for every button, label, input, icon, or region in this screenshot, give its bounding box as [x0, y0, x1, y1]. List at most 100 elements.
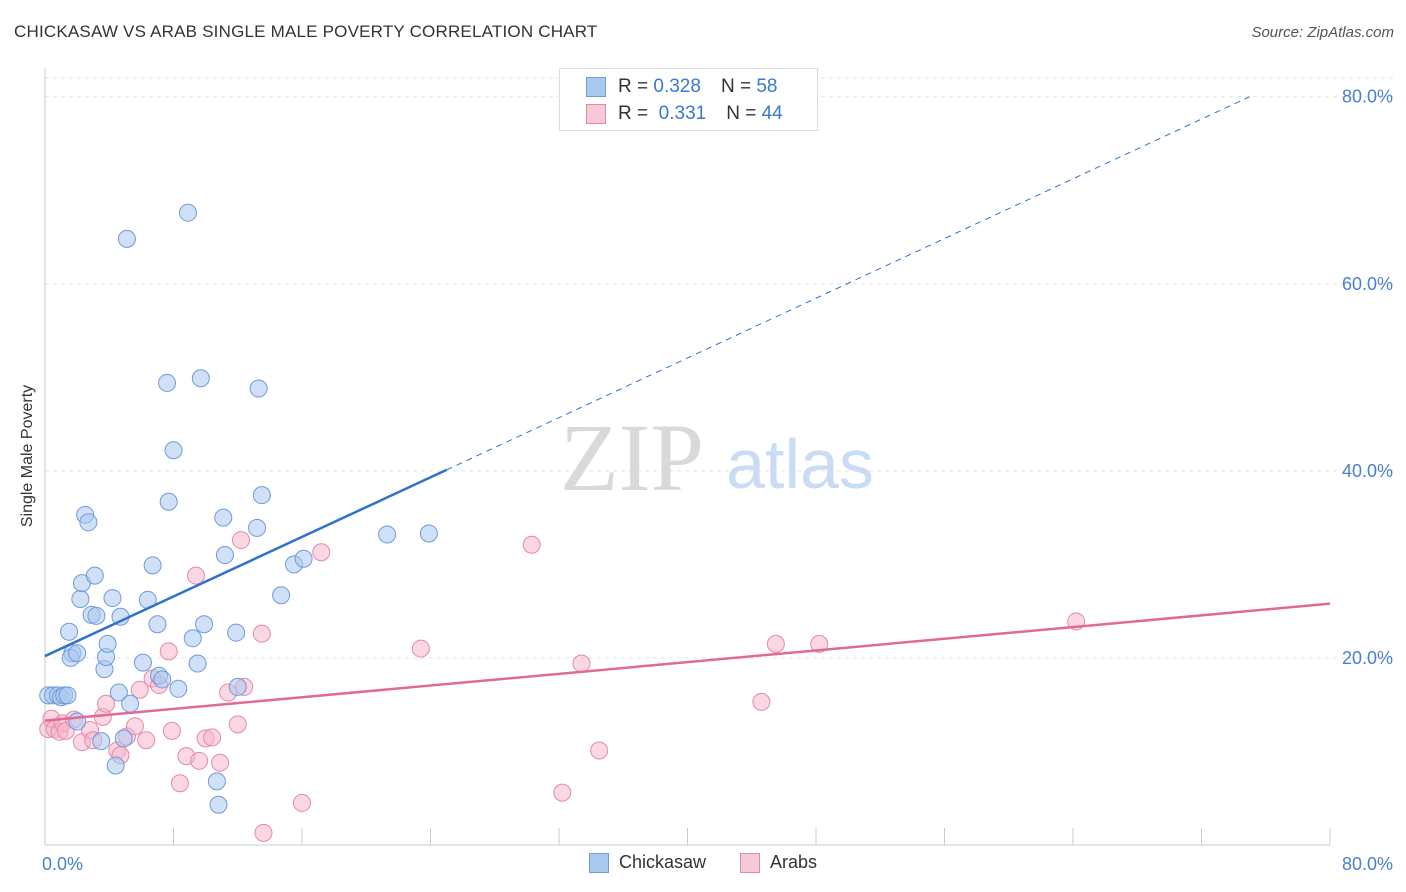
legend-item-arabs: Arabs [740, 852, 817, 873]
source-label: Source: ZipAtlas.com [1251, 24, 1394, 41]
data-point-chickasaw [85, 566, 104, 585]
data-point-arabs [810, 634, 829, 653]
data-point-arabs [766, 634, 785, 653]
data-point-chickasaw [148, 615, 167, 634]
chickasaw-swatch [588, 852, 609, 873]
data-point-chickasaw [209, 795, 228, 814]
r-label: R = [618, 76, 649, 97]
data-point-chickasaw [117, 229, 136, 248]
trend-line-chickasaw [44, 468, 448, 658]
data-point-arabs [572, 654, 591, 673]
axes [44, 68, 1331, 846]
legend-item-chickasaw: Chickasaw [588, 852, 706, 873]
data-point-chickasaw [68, 712, 87, 731]
r-value: 0.328 [653, 76, 701, 97]
data-point-chickasaw [294, 549, 313, 568]
data-point-chickasaw [183, 629, 202, 648]
data-point-chickasaw [419, 524, 438, 543]
arabs-swatch [740, 852, 760, 873]
data-point-arabs [752, 692, 771, 711]
data-point-chickasaw [248, 518, 267, 537]
series-legend: Chickasaw Arabs [0, 852, 1406, 873]
data-point-chickasaw [87, 606, 106, 625]
data-point-arabs [312, 543, 331, 562]
data-point-arabs [293, 793, 311, 812]
x-tick-label-min: 0.0% [42, 854, 83, 874]
y-tick-label: 20.0% [1342, 648, 1393, 668]
watermark-atlas: atlas [726, 425, 874, 503]
data-point-chickasaw [169, 679, 188, 698]
data-point-arabs [137, 731, 156, 750]
arabs-swatch [586, 104, 606, 124]
data-point-chickasaw [98, 634, 117, 653]
tick-labels: 20.0% 40.0% 60.0% 80.0% 0.0% 80.0% [42, 87, 1393, 874]
chickasaw-swatch [586, 77, 606, 97]
data-point-arabs [203, 728, 222, 747]
legend-label-chickasaw: Chickasaw [618, 852, 706, 872]
data-point-chickasaw [272, 586, 291, 605]
data-point-chickasaw [215, 546, 234, 565]
data-point-chickasaw [178, 203, 197, 222]
data-point-arabs [211, 753, 230, 772]
data-point-arabs [97, 694, 116, 713]
data-point-chickasaw [164, 441, 183, 460]
data-point-chickasaw [195, 615, 214, 634]
data-point-arabs [231, 531, 250, 550]
data-point-chickasaw [60, 622, 79, 641]
data-point-arabs [159, 642, 178, 661]
data-point-chickasaw [227, 623, 246, 642]
data-point-arabs [170, 774, 189, 793]
data-point-chickasaw [103, 589, 122, 608]
n-value: 44 [761, 103, 783, 124]
data-point-arabs [190, 751, 209, 770]
data-point-chickasaw [92, 732, 111, 751]
data-point-chickasaw [71, 589, 90, 608]
data-point-arabs [130, 680, 149, 699]
data-point-chickasaw [191, 369, 210, 388]
data-point-chickasaw [228, 677, 247, 696]
r-label: R = [618, 103, 649, 124]
data-point-chickasaw [79, 513, 98, 532]
y-tick-label: 80.0% [1342, 87, 1393, 107]
series-arabs-points [39, 531, 1086, 842]
data-point-chickasaw [153, 670, 172, 689]
n-value: 58 [756, 76, 778, 97]
trend-lines [44, 96, 1331, 722]
data-point-arabs [590, 741, 609, 760]
watermark: ZIP atlas [560, 404, 874, 511]
data-point-chickasaw [249, 379, 268, 398]
data-point-arabs [252, 624, 271, 643]
x-tick-label-max: 80.0% [1342, 854, 1393, 874]
legend-label-arabs: Arabs [770, 852, 818, 872]
data-point-chickasaw [188, 654, 207, 673]
data-point-chickasaw [58, 686, 77, 705]
data-point-chickasaw [207, 772, 226, 791]
data-point-arabs [125, 717, 144, 736]
data-point-arabs [162, 721, 181, 740]
chart-title: CHICKASAW VS ARAB SINGLE MALE POVERTY CO… [14, 22, 598, 41]
n-label: N = [726, 103, 757, 124]
data-point-chickasaw [121, 694, 140, 713]
watermark-zip: ZIP [560, 404, 704, 511]
data-point-arabs [522, 535, 541, 554]
data-point-arabs [254, 823, 273, 842]
n-label: N = [720, 76, 752, 97]
legend-row-arabs: R = 0.331 N = 44 [586, 102, 783, 126]
data-point-chickasaw [159, 492, 178, 511]
legend-row-chickasaw: R = 0.328 N = 58 [586, 75, 777, 99]
grid-lines [45, 77, 1395, 659]
data-point-chickasaw [68, 644, 87, 663]
y-tick-label: 40.0% [1342, 461, 1393, 481]
data-point-chickasaw [114, 729, 133, 748]
data-point-chickasaw [158, 373, 177, 392]
data-point-arabs [411, 639, 430, 658]
data-point-arabs [553, 783, 572, 802]
data-point-chickasaw [214, 508, 233, 527]
trend-line-chickasaw-extrapolated [446, 96, 1250, 471]
series-chickasaw-points [39, 203, 438, 814]
data-point-arabs [228, 715, 247, 734]
data-point-chickasaw [143, 556, 162, 575]
data-point-chickasaw [378, 525, 397, 544]
data-point-arabs [186, 566, 205, 585]
